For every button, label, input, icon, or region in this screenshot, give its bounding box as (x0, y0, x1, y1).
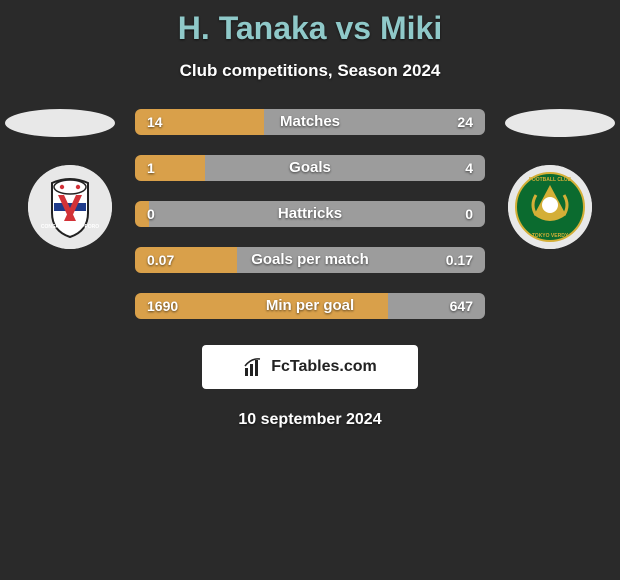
stat-label: Goals per match (135, 247, 485, 273)
team-crest-left: CONSADOLE SAPPORO (28, 165, 112, 249)
stat-right-value: 0.17 (446, 247, 473, 273)
brand-text: FcTables.com (271, 358, 377, 376)
stat-right-value: 4 (465, 155, 473, 181)
stat-right-value: 24 (457, 109, 473, 135)
svg-text:TOKYO VERDY: TOKYO VERDY (532, 233, 569, 239)
stat-right-value: 647 (450, 293, 473, 319)
stat-label: Min per goal (135, 293, 485, 319)
stat-label: Hattricks (135, 201, 485, 227)
svg-text:CONSADOLE SAPPORO: CONSADOLE SAPPORO (41, 224, 99, 230)
stat-row-goals: 1 Goals 4 (135, 155, 485, 181)
stat-label: Matches (135, 109, 485, 135)
player-disc-right (505, 109, 615, 137)
svg-text:FOOTBALL CLUB: FOOTBALL CLUB (529, 177, 572, 183)
comparison-panel: CONSADOLE SAPPORO FOOTBALL CLUB TOKYO VE… (0, 109, 620, 429)
stat-row-matches: 14 Matches 24 (135, 109, 485, 135)
date-text: 10 september 2024 (0, 411, 620, 429)
stat-row-hattricks: 0 Hattricks 0 (135, 201, 485, 227)
brand-box[interactable]: FcTables.com (202, 345, 418, 389)
stat-row-goals-per-match: 0.07 Goals per match 0.17 (135, 247, 485, 273)
tokyo-verdy-crest-icon: FOOTBALL CLUB TOKYO VERDY (508, 165, 592, 249)
stat-row-min-per-goal: 1690 Min per goal 647 (135, 293, 485, 319)
bar-chart-icon (243, 356, 265, 378)
stat-bars: 14 Matches 24 1 Goals 4 0 Hattricks 0 0.… (135, 109, 485, 319)
player-disc-left (5, 109, 115, 137)
subtitle: Club competitions, Season 2024 (0, 61, 620, 81)
stat-right-value: 0 (465, 201, 473, 227)
page-title: H. Tanaka vs Miki (0, 0, 620, 47)
team-crest-right: FOOTBALL CLUB TOKYO VERDY (508, 165, 592, 249)
consadole-crest-icon: CONSADOLE SAPPORO (28, 165, 112, 249)
stat-label: Goals (135, 155, 485, 181)
